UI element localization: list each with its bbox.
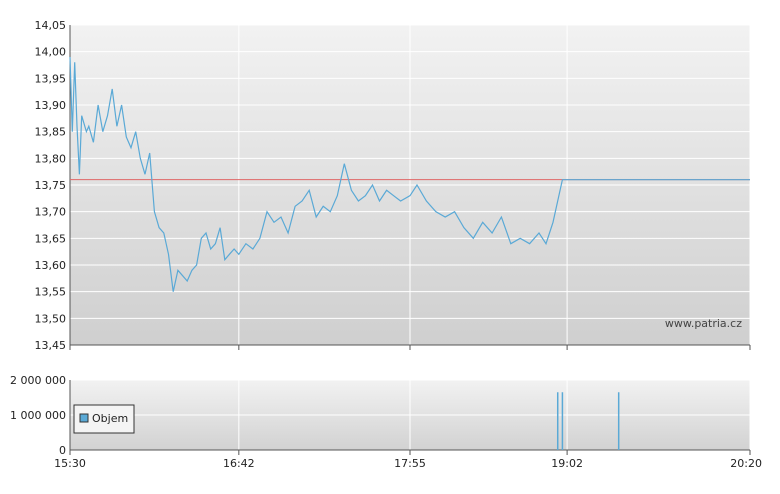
- volume-bar: [561, 392, 564, 450]
- volume-legend: Objem: [73, 404, 135, 434]
- price-y-tick-label: 13,90: [35, 99, 67, 112]
- price-y-tick-label: 13,95: [35, 72, 67, 85]
- price-y-tick-label: 14,00: [35, 46, 67, 59]
- x-tick-label: 15:30: [54, 457, 86, 470]
- price-y-tick-label: 14,05: [35, 19, 67, 32]
- volume-y-tick-label: 0: [59, 444, 66, 457]
- price-y-tick-label: 13,50: [35, 312, 67, 325]
- x-tick-label: 19:02: [551, 457, 583, 470]
- price-y-tick-label: 13,80: [35, 152, 67, 165]
- volume-y-tick-label: 2 000 000: [10, 374, 66, 387]
- price-y-tick-label: 13,75: [35, 179, 67, 192]
- x-tick-label: 17:55: [394, 457, 426, 470]
- x-tick-label: 16:42: [223, 457, 255, 470]
- volume-bar: [617, 392, 620, 450]
- price-y-tick-label: 13,45: [35, 339, 67, 352]
- x-tick-label: 20:20: [730, 457, 762, 470]
- price-y-tick-label: 13,85: [35, 126, 67, 139]
- price-y-tick-label: 13,70: [35, 206, 67, 219]
- price-y-tick-label: 13,55: [35, 286, 67, 299]
- legend-label: Objem: [92, 412, 128, 425]
- legend-swatch: [79, 413, 89, 423]
- price-panel: 14,05 14,00 13,95 13,90 13,85 13,80 13,75 13,70…: [35, 19, 751, 352]
- price-y-tick-label: 13,65: [35, 232, 67, 245]
- price-series-line: [69, 56, 750, 292]
- volume-y-tick-label: 1 000 000: [10, 409, 66, 422]
- volume-bar: [556, 392, 559, 450]
- volume-panel: 2 000 000 1 000 000 015:30 16:42 17:55 19:02 2…: [10, 374, 762, 470]
- price-y-tick-label: 13,60: [35, 259, 67, 272]
- watermark-text: www.patria.cz: [665, 317, 742, 330]
